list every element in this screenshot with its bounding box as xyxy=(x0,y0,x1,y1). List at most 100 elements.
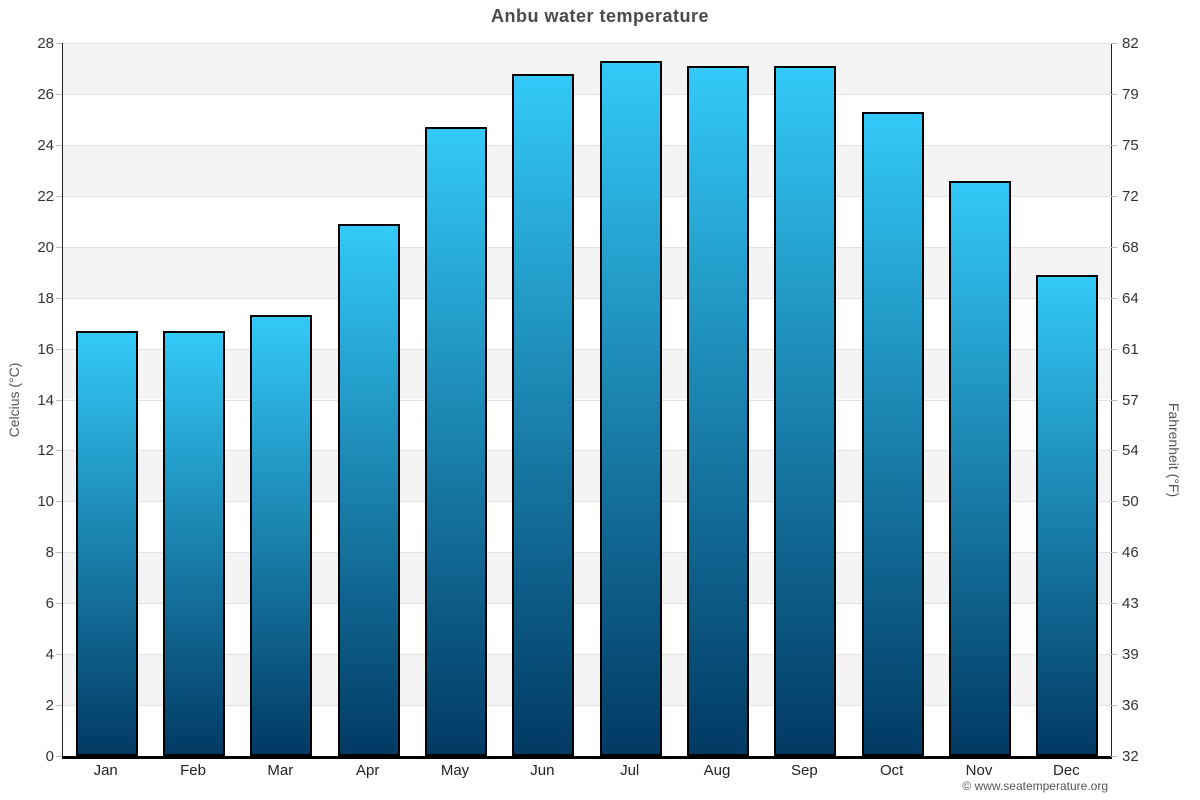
left-axis-tick-label: 24 xyxy=(37,136,54,154)
axis-tick-mark xyxy=(1111,705,1117,707)
right-axis-tick-label: 72 xyxy=(1122,187,1139,205)
right-axis-tick-label: 36 xyxy=(1122,697,1139,715)
left-axis-tick-label: 18 xyxy=(37,289,54,307)
left-axis-tick-label: 28 xyxy=(37,35,54,52)
bar-oct[interactable] xyxy=(861,111,924,756)
axis-tick-mark xyxy=(56,246,62,248)
grid-band xyxy=(63,399,1111,451)
axis-tick-mark xyxy=(1111,246,1117,248)
left-axis-tick-label: 12 xyxy=(37,442,54,460)
bar-jun[interactable] xyxy=(512,73,575,756)
left-axis-tick-label: 4 xyxy=(45,646,54,664)
axis-tick-mark xyxy=(56,348,62,350)
right-axis-tick-label: 75 xyxy=(1122,136,1139,154)
axis-tick-mark xyxy=(1111,603,1117,605)
grid-band xyxy=(63,552,1111,604)
axis-tick-mark xyxy=(56,501,62,503)
right-axis-tick-label: 43 xyxy=(1122,595,1139,613)
grid-band xyxy=(63,450,1111,502)
right-axis-tick-label: 57 xyxy=(1122,391,1139,409)
axis-tick-mark xyxy=(56,654,62,656)
grid-band xyxy=(63,195,1111,247)
x-axis-label-oct: Oct xyxy=(879,762,904,779)
axis-tick-mark xyxy=(1111,297,1117,299)
x-axis-label-may: May xyxy=(440,762,470,779)
grid-band xyxy=(63,705,1111,756)
x-axis-label-dec: Dec xyxy=(1052,762,1080,779)
grid-band xyxy=(63,501,1111,553)
axis-tick-mark xyxy=(56,297,62,299)
bar-apr[interactable] xyxy=(337,223,400,756)
right-axis-tick-label: 32 xyxy=(1122,748,1139,765)
grid-band xyxy=(63,348,1111,400)
left-axis-tick-label: 0 xyxy=(45,748,54,765)
grid-band xyxy=(63,297,1111,349)
bar-aug[interactable] xyxy=(687,65,749,756)
right-axis-tick-label: 39 xyxy=(1122,646,1139,664)
x-axis-label-nov: Nov xyxy=(965,762,993,779)
axis-tick-mark xyxy=(56,552,62,554)
grid-band xyxy=(63,603,1111,655)
x-axis-label-feb: Feb xyxy=(180,762,206,779)
left-axis-tick-label: 20 xyxy=(37,238,54,256)
x-axis-label-jun: Jun xyxy=(530,762,555,779)
right-axis-tick-label: 79 xyxy=(1122,85,1139,103)
x-axis-label-jul: Jul xyxy=(620,762,640,779)
bar-may[interactable] xyxy=(425,127,487,756)
left-axis-tick-label: 14 xyxy=(37,391,54,409)
grid-band xyxy=(63,144,1111,196)
axis-tick-mark xyxy=(56,43,62,44)
axis-tick-mark xyxy=(1111,144,1117,146)
axis-tick-mark xyxy=(1111,654,1117,656)
axis-tick-mark xyxy=(56,144,62,146)
x-axis-label-mar: Mar xyxy=(267,762,294,779)
axis-tick-mark xyxy=(56,756,62,757)
grid-band xyxy=(63,654,1111,706)
axis-tick-mark xyxy=(56,603,62,605)
axis-tick-mark xyxy=(1111,348,1117,350)
right-axis-tick-label: 82 xyxy=(1122,35,1139,52)
left-axis-tick-label: 22 xyxy=(37,187,54,205)
axis-tick-mark xyxy=(1111,399,1117,401)
x-axis-label-jan: Jan xyxy=(93,762,118,779)
axis-tick-mark xyxy=(1111,93,1117,95)
grid-band xyxy=(63,43,1111,94)
axis-tick-mark xyxy=(56,195,62,197)
bar-jul[interactable] xyxy=(599,60,662,756)
axis-tick-mark xyxy=(56,399,62,401)
plot-area xyxy=(62,43,1112,759)
grid-band xyxy=(63,246,1111,298)
right-axis-tick-label: 68 xyxy=(1122,238,1139,256)
axis-tick-mark xyxy=(1111,450,1117,452)
axis-tick-mark xyxy=(56,450,62,452)
right-axis-tick-label: 46 xyxy=(1122,544,1139,562)
right-axis-tick-label: 64 xyxy=(1122,289,1139,307)
x-axis-label-aug: Aug xyxy=(703,762,731,779)
axis-tick-mark xyxy=(1111,756,1117,757)
bar-sep[interactable] xyxy=(774,65,837,756)
axis-tick-mark xyxy=(1111,195,1117,197)
right-axis-tick-label: 54 xyxy=(1122,442,1139,460)
left-axis-tick-label: 6 xyxy=(45,595,54,613)
left-axis-tick-label: 26 xyxy=(37,85,54,103)
right-axis-tick-label: 50 xyxy=(1122,493,1139,511)
x-axis-label-sep: Sep xyxy=(790,762,818,779)
bar-dec[interactable] xyxy=(1036,274,1099,756)
chart-title: Anbu water temperature xyxy=(490,6,710,26)
axis-tick-mark xyxy=(56,93,62,95)
left-axis-tick-label: 10 xyxy=(37,493,54,511)
grid-band xyxy=(63,93,1111,145)
bar-mar[interactable] xyxy=(250,315,313,756)
axis-tick-mark xyxy=(1111,501,1117,503)
x-axis-label-apr: Apr xyxy=(355,762,380,779)
right-axis-tick-label: 61 xyxy=(1122,340,1139,358)
bar-nov[interactable] xyxy=(949,180,1011,756)
watermark: © www.seatemperature.org xyxy=(962,779,1108,793)
bar-jan[interactable] xyxy=(75,330,138,756)
left-axis-tick-label: 2 xyxy=(45,697,54,715)
axis-tick-mark xyxy=(1111,552,1117,554)
bar-feb[interactable] xyxy=(163,330,225,756)
left-axis-tick-label: 16 xyxy=(37,340,54,358)
left-axis-tick-label: 8 xyxy=(45,544,54,562)
axis-tick-mark xyxy=(1111,43,1117,44)
